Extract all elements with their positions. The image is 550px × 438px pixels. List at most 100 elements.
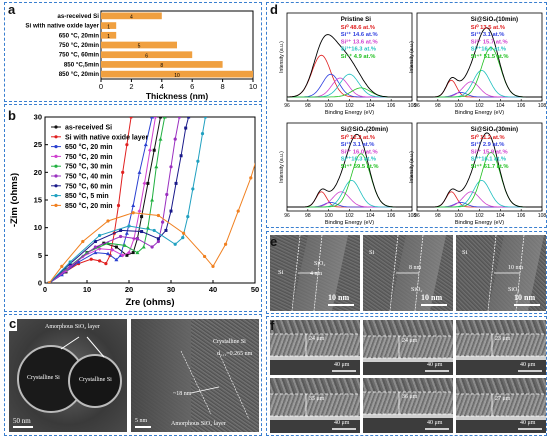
x-tick-label: 102 [475, 213, 484, 219]
category-label: as-received Si [57, 13, 99, 20]
x-axis-label: Binding Energy (eV) [455, 220, 504, 226]
scale-bar-label: 40 μm [427, 362, 443, 368]
data-point [125, 143, 129, 147]
data-point [93, 245, 97, 249]
bar [101, 41, 177, 49]
sem-tile: 35 μm 40 μm [270, 378, 360, 433]
data-point [174, 181, 178, 185]
x-tick-label: 96 [414, 103, 420, 109]
thickness-label: 36 μm [402, 394, 418, 400]
data-point [186, 215, 190, 219]
panel-f: f 24 μm 40 μm 24 μm 40 μm [266, 316, 547, 436]
data-point [106, 251, 110, 256]
x-tick-label: 4 [160, 82, 164, 91]
series-line [48, 117, 132, 283]
y-axis-label: Intensity (a.u.) [409, 41, 415, 73]
data-point [173, 242, 177, 246]
legend-marker [54, 194, 58, 198]
x-tick-label: 98 [435, 103, 441, 109]
sio2-label: SiO₂ [411, 287, 423, 293]
data-point [125, 253, 129, 257]
component-label: Si⁰ 12.2 at.% [341, 134, 375, 141]
data-label: 8 [160, 63, 163, 69]
x-axis-label: Zre (ohms) [125, 297, 174, 308]
legend-marker [54, 164, 58, 168]
data-point [64, 267, 68, 271]
xps-subplot: 96 98 100 102 104 106 108 Binding Energy (eV) In… [279, 12, 416, 116]
component-label: Si¹⁺ 3.1 at.% [471, 31, 505, 38]
envelope-line [287, 133, 412, 208]
legend-label: as-received Si [65, 125, 112, 132]
data-point [236, 209, 240, 213]
data-point [150, 117, 155, 119]
thickness-label: 24 μm [402, 338, 418, 344]
panel-label-c: c [8, 316, 18, 331]
x-tick-label: 106 [387, 213, 396, 219]
x-tick-label: 102 [345, 103, 354, 109]
fit-component [417, 201, 542, 208]
subplot-title: Pristine Si [341, 16, 372, 23]
impedance-nyquist-chart: 0 10 20 30 40 50 0 5 10 15 20 25 30 Zre (ohms) -Zim (o… [9, 113, 259, 309]
x-tick-label: 0 [43, 285, 47, 294]
data-point [98, 233, 102, 238]
y-tick-label: 5 [38, 251, 42, 260]
x-tick-label: 40 [209, 285, 217, 294]
scale-bar-label: 40 μm [520, 362, 536, 368]
xps-subplot: 96 98 100 102 104 106 108 Binding Energy (eV) In… [279, 122, 416, 226]
x-tick-label: 106 [387, 103, 396, 109]
component-label: Si³⁺16.3 at.% [471, 46, 506, 53]
panel-c: c Amorphous SiO₂ layer Crystalline Si Cr… [4, 314, 262, 436]
component-label: Si¹⁺ 14.6 at.% [341, 31, 378, 38]
amorphous-label-left: Amorphous SiO₂ layer [45, 324, 100, 330]
x-tick-label: 2 [129, 82, 133, 91]
legend-label: 750 °C, 60 min [65, 182, 113, 190]
sem-tile: 23 μm 40 μm [456, 320, 546, 375]
x-tick-label: 100 [454, 213, 463, 219]
data-point [184, 126, 188, 130]
data-point [169, 165, 173, 169]
data-point [131, 211, 135, 215]
scale-bar-label: 10 nm [421, 293, 443, 302]
thickness-label: 4 nm [310, 271, 323, 277]
data-point [68, 264, 72, 268]
x-tick-label: 106 [517, 213, 526, 219]
data-point [165, 192, 169, 197]
data-point [181, 236, 185, 240]
x-axis-label: Binding Energy (eV) [325, 110, 374, 116]
legend-marker [54, 125, 58, 129]
legend-marker [54, 135, 58, 139]
data-point [127, 250, 131, 255]
data-point [120, 253, 125, 258]
bar [101, 51, 193, 59]
data-point [68, 260, 72, 264]
component-label: Si¹⁺ 3.1 at.% [341, 141, 375, 148]
panel-label-f: f [270, 318, 275, 333]
x-tick-label: 102 [475, 103, 484, 109]
data-point [140, 215, 144, 219]
fit-component [417, 81, 542, 98]
x-tick-label: 30 [167, 285, 175, 294]
y-tick-label: 25 [34, 140, 42, 149]
data-point [191, 187, 195, 191]
data-label: 4 [130, 15, 133, 21]
data-point [104, 262, 108, 266]
hrtem-image: Crystalline Si d₁₁₁=0.265 nm ~18 nm Amor… [131, 319, 259, 432]
sem-tile: 24 μm 40 μm [363, 320, 453, 375]
legend-marker [54, 154, 58, 158]
fit-component [417, 91, 542, 98]
data-point [179, 154, 183, 158]
data-point [169, 209, 173, 213]
category-label: 850 °C, 20min [59, 71, 100, 78]
data-point [177, 117, 181, 119]
panel-label-d: d [270, 2, 278, 17]
legend-marker [54, 203, 58, 207]
y-axis-label: Intensity (a.u.) [279, 41, 285, 73]
data-point [135, 250, 140, 255]
data-point [156, 213, 160, 218]
legend-marker [54, 174, 58, 178]
data-point [106, 219, 110, 223]
component-label: Si²⁺ 15.9 at.% [471, 148, 508, 155]
x-tick-label: 98 [435, 213, 441, 219]
si-label: Si [278, 269, 284, 276]
sem-tile: 24 μm 40 μm [270, 320, 360, 375]
